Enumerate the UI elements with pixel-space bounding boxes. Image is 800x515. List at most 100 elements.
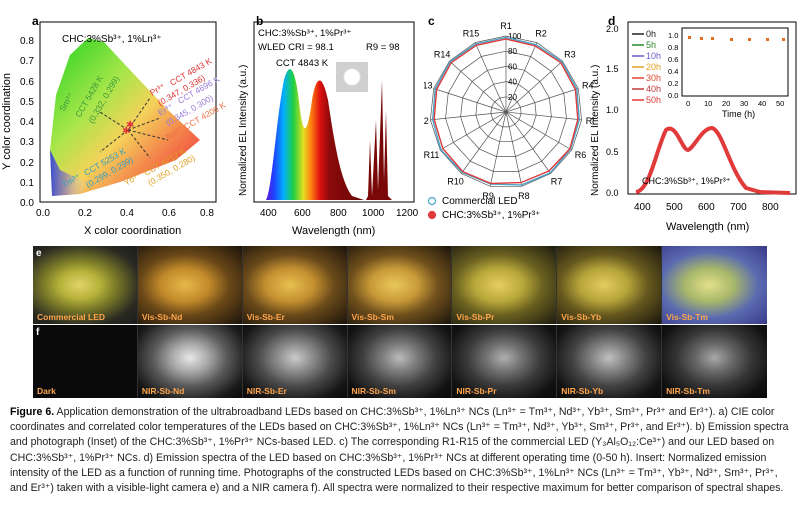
photo-f-1-label: Dark	[37, 386, 56, 396]
panel-f-photos: f Dark NIR-Sb-Nd NIR-Sb-Er NIR-Sb-Sm NIR…	[33, 325, 767, 398]
photo-e-1-label: Commercial LED	[37, 312, 106, 322]
photo-f-3: NIR-Sb-Er	[242, 325, 348, 398]
svg-text:0.3: 0.3	[20, 137, 34, 148]
svg-text:0.8: 0.8	[668, 43, 678, 52]
stability-ylabel: Normalized EL Intensity (a.u.)	[590, 65, 601, 196]
spectrum-xlabel: Wavelength (nm)	[292, 225, 375, 237]
svg-text:0.4: 0.4	[20, 117, 34, 128]
cie-yticks: 0.0 0.1 0.2 0.3 0.4 0.5 0.6 0.7 0.8	[20, 36, 34, 209]
svg-text:0.4: 0.4	[668, 67, 678, 76]
svg-text:0.2: 0.2	[78, 208, 92, 219]
radar-spoke	[489, 111, 507, 187]
cie-chart: ✱ ✱ 0.0 0.1 0.2 0.3 0.4 0.5 0.6 0.7 0.8 …	[1, 21, 228, 237]
photo-e-4-label: Vis-Sb-Sm	[351, 312, 394, 322]
panel-f-label: f	[36, 327, 40, 338]
photo-e-1: e Commercial LED	[33, 246, 138, 324]
svg-text:0.0: 0.0	[668, 91, 678, 100]
radar-ring-label: 80	[508, 47, 517, 56]
svg-text:0.0: 0.0	[20, 198, 34, 209]
radar-spoke-label: R3	[564, 50, 576, 60]
photo-e-7-label: Vis-Sb-Tm	[666, 312, 708, 322]
svg-text:20h: 20h	[646, 62, 661, 72]
radar-ring	[475, 81, 537, 143]
radar-series-1	[431, 36, 581, 186]
panel-b-spectrum: CHC:3%Sb³⁺, 1%Pr³⁺ WLED CRI = 98.1 R9 = …	[236, 0, 424, 240]
radar-spoke-label: R10	[447, 177, 464, 187]
radar-spoke-label: R1	[500, 21, 512, 31]
photo-f-3-label: NIR-Sb-Er	[246, 386, 287, 396]
radar-spoke-label: R12	[424, 116, 429, 126]
radar-ring	[430, 35, 582, 187]
svg-text:50: 50	[776, 99, 784, 108]
figure-caption-text: Application demonstration of the ultrabr…	[10, 406, 789, 495]
photo-f-4: NIR-Sb-Sm	[347, 325, 453, 398]
panel-d-stability: 0.0 0.5 1.0 1.5 2.0 400 500 600 700 800 …	[590, 0, 800, 240]
svg-text:600: 600	[294, 208, 311, 219]
photo-f-7: NIR-Sb-Tm	[662, 325, 767, 398]
spectrum-cct: CCT 4843 K	[276, 58, 329, 69]
radar-ring-label: 40	[508, 78, 517, 87]
radar-ring	[490, 96, 522, 128]
svg-text:600: 600	[698, 202, 715, 213]
radar-ring-label: 100	[508, 32, 522, 41]
radar-series-2	[433, 38, 579, 185]
photo-f-5: NIR-Sb-Pr	[452, 325, 558, 398]
spectrum-xticks: 400 600 800 1000 1200	[260, 208, 419, 219]
svg-text:20: 20	[722, 99, 730, 108]
svg-text:400: 400	[634, 202, 651, 213]
radar-ring	[460, 66, 552, 157]
spectrum-chart: CHC:3%Sb³⁺, 1%Pr³⁺ WLED CRI = 98.1 R9 = …	[238, 21, 419, 237]
radar-spoke-label: R11	[424, 150, 439, 160]
photo-e-7: Vis-Sb-Tm	[662, 246, 767, 324]
stability-inset	[681, 27, 789, 97]
photo-e-4: Vis-Sb-Sm	[347, 246, 453, 324]
svg-text:0.2: 0.2	[668, 79, 678, 88]
panel-e-label: e	[36, 248, 42, 259]
stability-spectra	[635, 125, 791, 195]
svg-text:50h: 50h	[646, 95, 661, 105]
cie-xlabel: X color coordination	[84, 225, 181, 237]
photo-e-6: Vis-Sb-Yb	[557, 246, 663, 324]
svg-text:1000: 1000	[362, 208, 385, 219]
photo-f-2-label: NIR-Sb-Nd	[141, 386, 185, 396]
svg-text:0.6: 0.6	[20, 77, 34, 88]
cie-ylabel: Y color coordination	[1, 73, 13, 170]
radar-legend-marker	[427, 210, 437, 220]
radar-spoke-label: R2	[535, 28, 547, 38]
svg-text:0.5: 0.5	[606, 147, 619, 157]
svg-text:5h: 5h	[646, 40, 656, 50]
radar-spoke-label: R9	[482, 191, 494, 201]
radar-spoke	[505, 111, 551, 174]
svg-text:30h: 30h	[646, 73, 661, 83]
svg-text:800: 800	[762, 202, 779, 213]
radar-spoke-label: R4	[582, 80, 594, 90]
radar-spoke	[461, 111, 507, 174]
svg-text:30: 30	[740, 99, 748, 108]
photo-f-6: NIR-Sb-Yb	[557, 325, 663, 398]
radar-spoke-label: R14	[434, 50, 451, 60]
radar-spoke	[474, 42, 507, 113]
svg-text:0.5: 0.5	[20, 97, 34, 108]
radar-ring	[445, 50, 567, 172]
panel-d-label: d	[608, 14, 616, 28]
panel-a-label: a	[32, 14, 39, 28]
svg-text:1200: 1200	[396, 208, 419, 219]
photo-f-5-label: NIR-Sb-Pr	[456, 386, 497, 396]
radar-spoke	[505, 111, 572, 151]
radar-spoke	[430, 111, 507, 121]
panel-e-photos: e Commercial LED Vis-Sb-Nd Vis-Sb-Er Vis…	[33, 246, 767, 324]
svg-text:0.7: 0.7	[20, 56, 34, 67]
radar-spoke	[505, 88, 579, 113]
cie-xticks: 0.0 0.2 0.4 0.6 0.8	[36, 208, 214, 219]
radar-legend-marker	[427, 196, 437, 206]
stability-xticks: 400 500 600 700 800	[634, 202, 779, 213]
radar-spoke-label: R5	[586, 116, 594, 126]
radar-spoke	[505, 111, 582, 121]
photo-f-6-label: NIR-Sb-Yb	[561, 386, 604, 396]
radar-spoke	[449, 60, 507, 113]
photo-e-3: Vis-Sb-Er	[242, 246, 348, 324]
svg-text:0.8: 0.8	[20, 36, 34, 47]
radar-legend-label: CHC:3%Sb³⁺, 1%Pr³⁺	[442, 210, 540, 221]
radar-spoke	[505, 60, 563, 113]
radar-spoke-label: R8	[518, 191, 530, 201]
